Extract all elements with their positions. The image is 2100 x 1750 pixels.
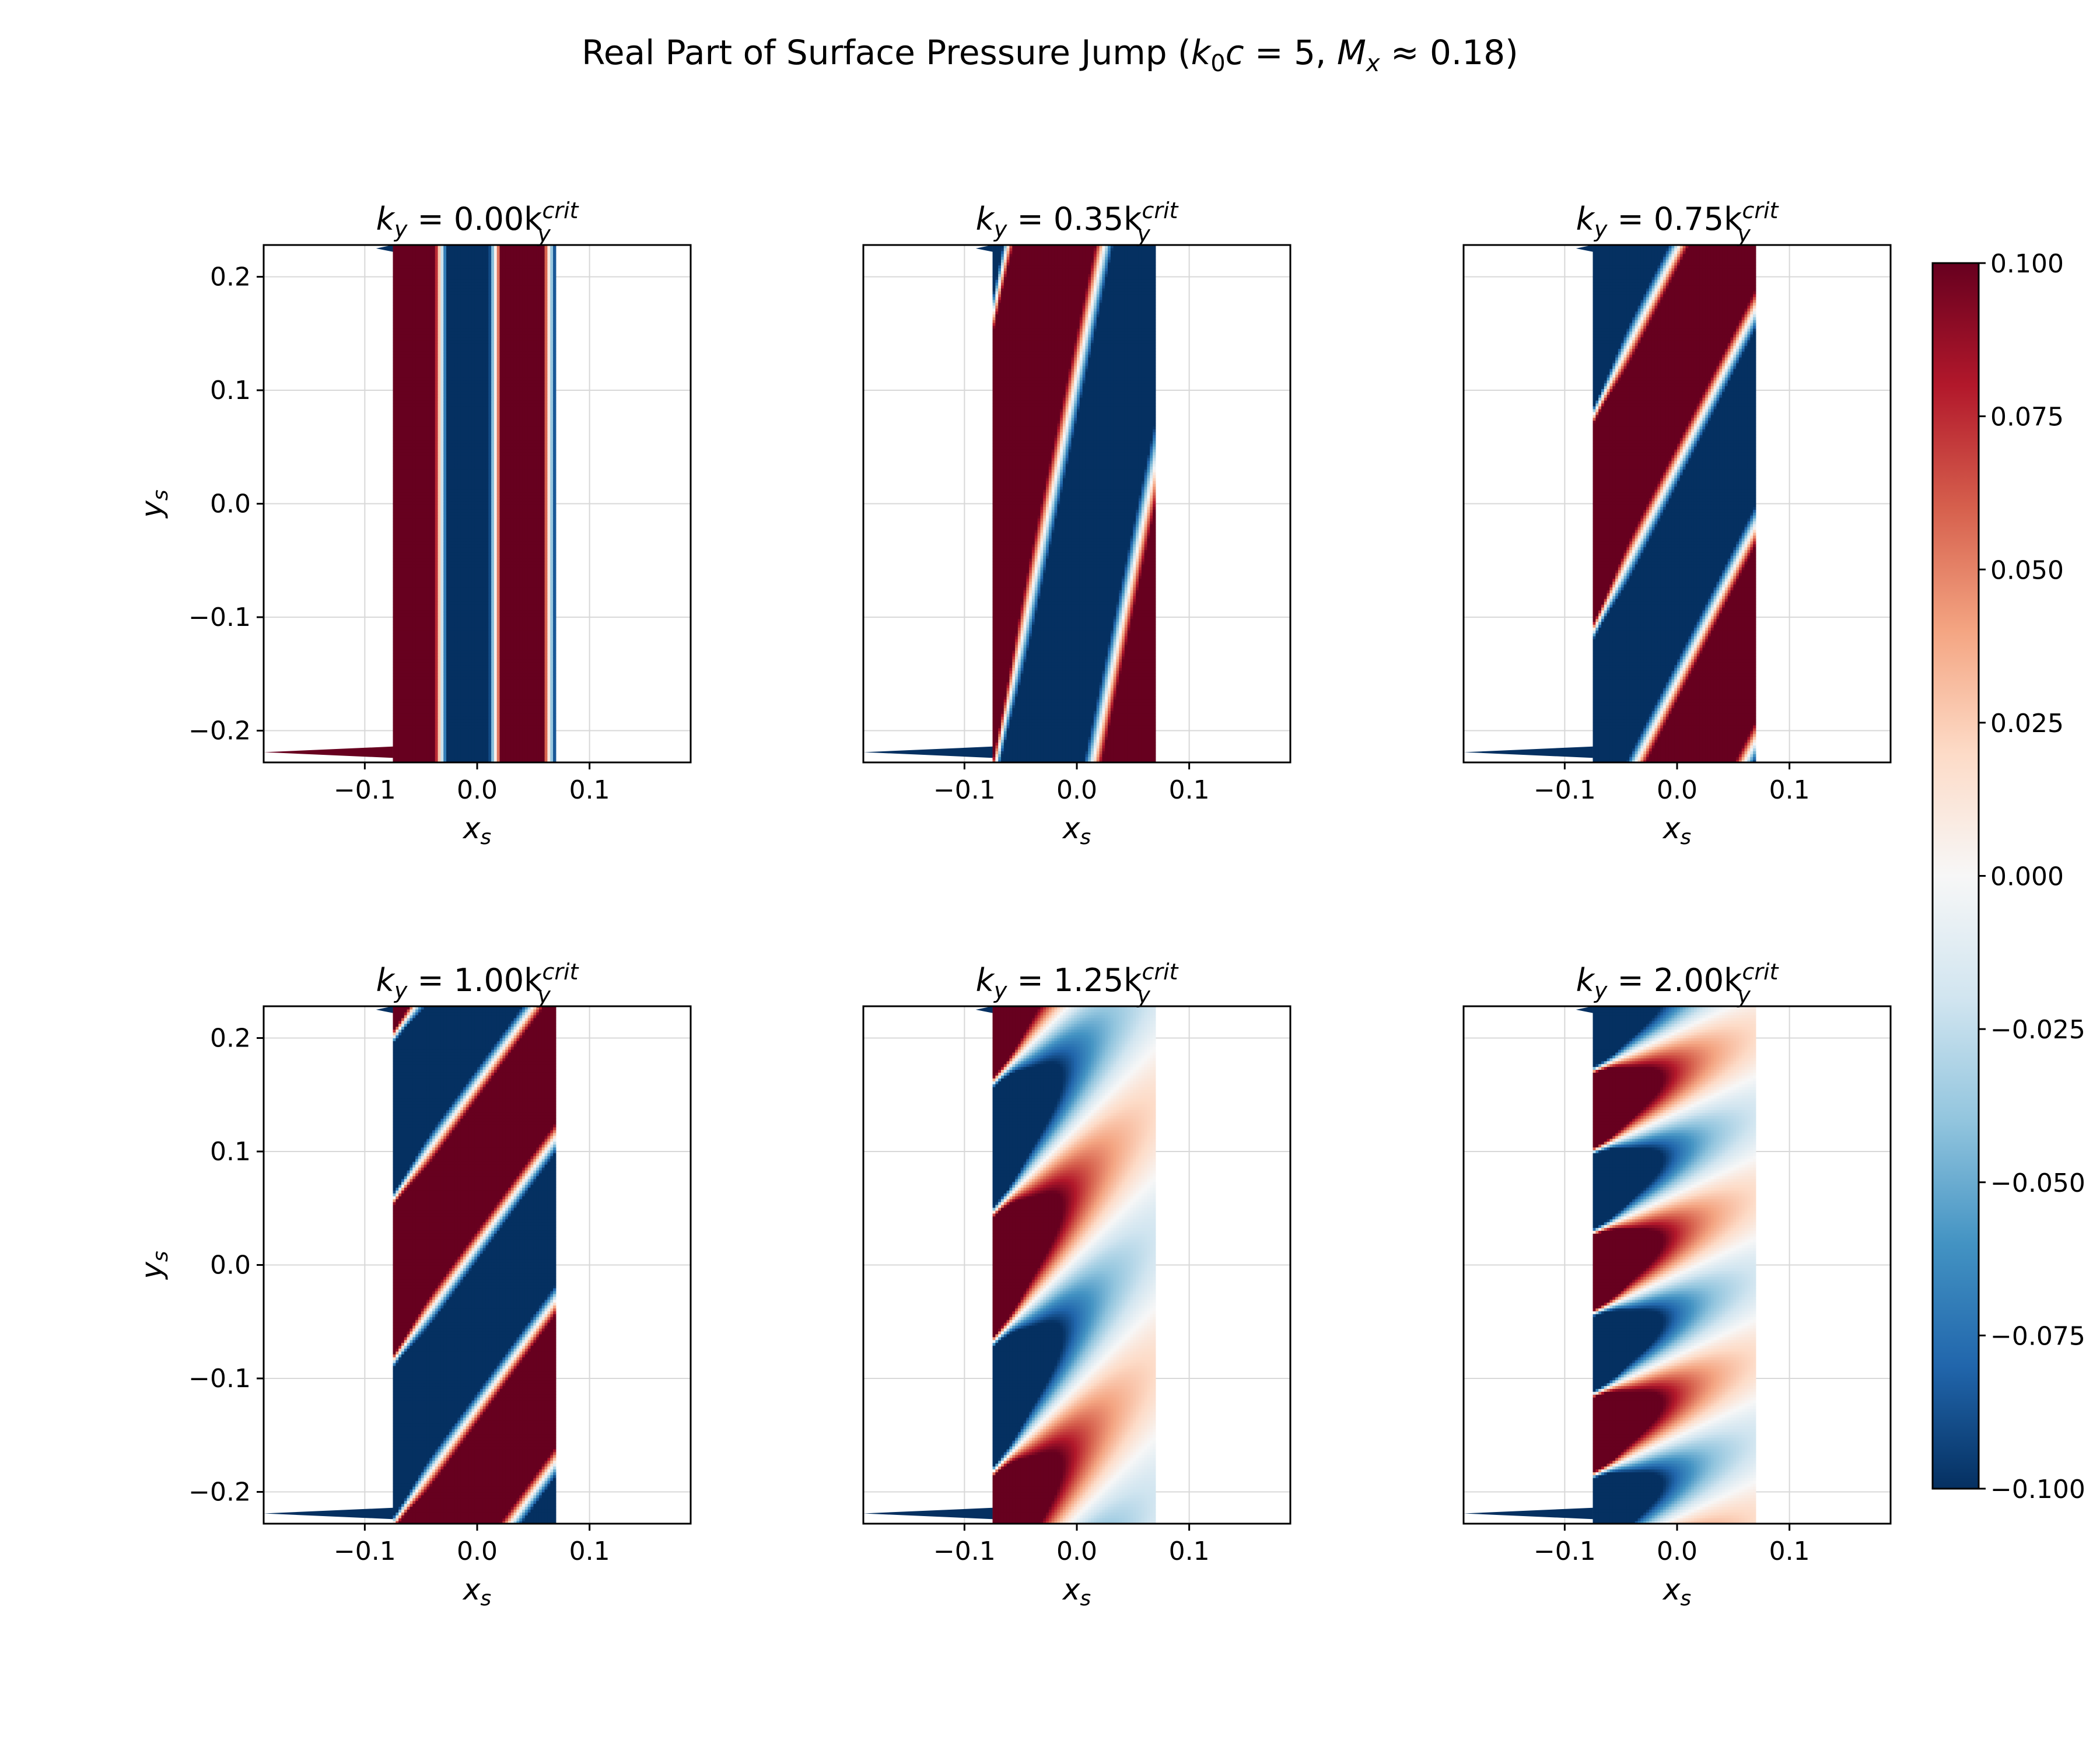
colorbar-tick-label: −0.075 bbox=[1990, 1321, 2085, 1351]
x-tick-label: −0.1 bbox=[1534, 1536, 1596, 1566]
colorbar-tick-label: −0.050 bbox=[1990, 1168, 2085, 1198]
y-axis-label: ys bbox=[135, 489, 173, 519]
tip-spike-bottom bbox=[1464, 1508, 1593, 1519]
panel-top-center: −0.1 0.0 0.1 ky = 0.35kcrit y xs bbox=[863, 198, 1290, 849]
x-tick-label: 0.1 bbox=[1169, 775, 1210, 805]
x-axis-label: xs bbox=[1662, 1573, 1691, 1611]
tip-spike-top bbox=[1576, 245, 1593, 252]
x-tick-label: −0.1 bbox=[1534, 775, 1596, 805]
x-axis-label: xs bbox=[1062, 811, 1091, 849]
panel-bottom-right: −0.1 0.0 0.1 ky = 2.00kcrit y xs bbox=[1464, 959, 1891, 1611]
x-axis-label: xs bbox=[1062, 1573, 1091, 1611]
y-tick-label: −0.2 bbox=[188, 716, 251, 746]
y-tick-label: −0.1 bbox=[188, 603, 251, 632]
panel-title: ky = 0.75kcrit y bbox=[1576, 198, 1780, 247]
y-tick-label: 0.1 bbox=[210, 376, 251, 405]
x-tick-label: −0.1 bbox=[933, 1536, 996, 1566]
colorbar-gradient bbox=[1933, 263, 1979, 1489]
colorbar-tick-label: 0.000 bbox=[1990, 862, 2064, 892]
x-axis-label: xs bbox=[462, 1573, 491, 1611]
panel-bottom-left: −0.1 0.0 0.1 0.2 0.1 0.0 −0.1 −0.2 ky = 1.00kcri… bbox=[135, 959, 691, 1611]
tip-spike-top bbox=[1576, 1006, 1593, 1013]
x-axis-label: xs bbox=[462, 811, 491, 849]
tip-spike-bottom bbox=[264, 747, 393, 758]
panel-bottom-center: −0.1 0.0 0.1 ky = 1.25kcrit y xs bbox=[863, 959, 1290, 1611]
colorbar-tick-label: 0.075 bbox=[1990, 402, 2064, 432]
panel-top-left: −0.1 0.0 0.1 0.2 0.1 0.0 −0.1 −0.2 ky = 0.00kcri… bbox=[135, 198, 691, 849]
y-tick-label: −0.2 bbox=[188, 1478, 251, 1507]
x-tick-label: 0.0 bbox=[1056, 1536, 1097, 1566]
tip-spike-bottom bbox=[863, 1508, 993, 1519]
x-tick-label: 0.0 bbox=[1657, 775, 1698, 805]
x-tick-label: −0.1 bbox=[933, 775, 996, 805]
y-tick-label: 0.2 bbox=[210, 1023, 251, 1053]
tip-spike-top bbox=[976, 1006, 993, 1013]
x-tick-label: 0.1 bbox=[1769, 1536, 1810, 1566]
figure-title: Real Part of Surface Pressure Jump (k0c … bbox=[582, 33, 1518, 77]
x-tick-label: 0.0 bbox=[457, 775, 498, 805]
colorbar: 0.100 0.075 0.050 0.025 0.000 −0.025 −0.050 −0.… bbox=[1933, 249, 2085, 1504]
tip-spike-bottom bbox=[264, 1508, 393, 1519]
x-tick-label: −0.1 bbox=[334, 775, 396, 805]
panel-title: ky = 1.00kcrit y bbox=[376, 959, 580, 1008]
tip-spike-top bbox=[376, 1006, 393, 1013]
colorbar-tick-label: −0.025 bbox=[1990, 1015, 2085, 1045]
x-tick-label: −0.1 bbox=[334, 1536, 396, 1566]
x-tick-label: 0.1 bbox=[1769, 775, 1810, 805]
x-tick-label: 0.1 bbox=[569, 775, 610, 805]
panel-title: ky = 0.35kcrit y bbox=[976, 198, 1180, 247]
colorbar-tick-label: 0.100 bbox=[1990, 249, 2064, 279]
panel-title: ky = 2.00kcrit y bbox=[1576, 959, 1780, 1008]
x-tick-label: 0.1 bbox=[569, 1536, 610, 1566]
tip-spike-top bbox=[976, 245, 993, 252]
y-tick-label: −0.1 bbox=[188, 1364, 251, 1394]
colorbar-tick-label: −0.100 bbox=[1990, 1475, 2085, 1504]
tip-spike-bottom bbox=[1464, 747, 1593, 758]
y-tick-label: 0.0 bbox=[210, 1251, 251, 1280]
panel-title: ky = 1.25kcrit y bbox=[976, 959, 1180, 1008]
y-axis-label: ys bbox=[135, 1251, 173, 1280]
y-tick-label: 0.0 bbox=[210, 489, 251, 519]
y-tick-label: 0.1 bbox=[210, 1137, 251, 1167]
x-axis-label: xs bbox=[1662, 811, 1691, 849]
panel-title: ky = 0.00kcrit y bbox=[376, 198, 580, 247]
x-tick-label: 0.0 bbox=[1657, 1536, 1698, 1566]
colorbar-tick-label: 0.025 bbox=[1990, 709, 2064, 738]
y-tick-label: 0.2 bbox=[210, 262, 251, 292]
x-tick-label: 0.0 bbox=[457, 1536, 498, 1566]
colorbar-tick-label: 0.050 bbox=[1990, 555, 2064, 585]
x-tick-label: 0.1 bbox=[1169, 1536, 1210, 1566]
tip-spike-top bbox=[376, 245, 393, 252]
tip-spike-bottom bbox=[863, 747, 993, 758]
x-tick-label: 0.0 bbox=[1056, 775, 1097, 805]
panel-top-right: −0.1 0.0 0.1 ky = 0.75kcrit y xs bbox=[1464, 198, 1891, 849]
